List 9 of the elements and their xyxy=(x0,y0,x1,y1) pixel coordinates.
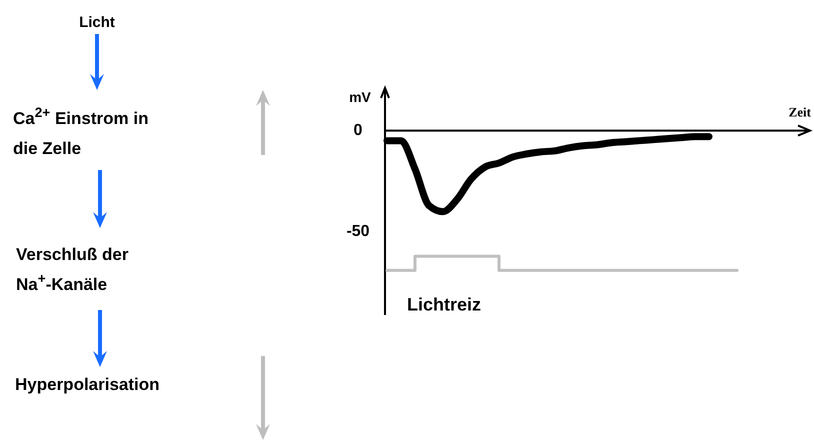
text: Verschluß der Na$^{+}$-Kanäle xyxy=(16,245,129,294)
y-axis-title: mV xyxy=(349,89,372,105)
x-axis-title: Zeit xyxy=(788,104,812,120)
text: Hyperpolarisation xyxy=(15,375,160,394)
text: Licht xyxy=(79,14,115,31)
y-tick-label: 0 xyxy=(354,122,363,139)
series-label: Lichtreiz xyxy=(407,294,482,314)
text: Ca$^{2+}$ Einstrom in die Zelle xyxy=(13,104,148,158)
y-tick-label: -50 xyxy=(346,223,370,240)
